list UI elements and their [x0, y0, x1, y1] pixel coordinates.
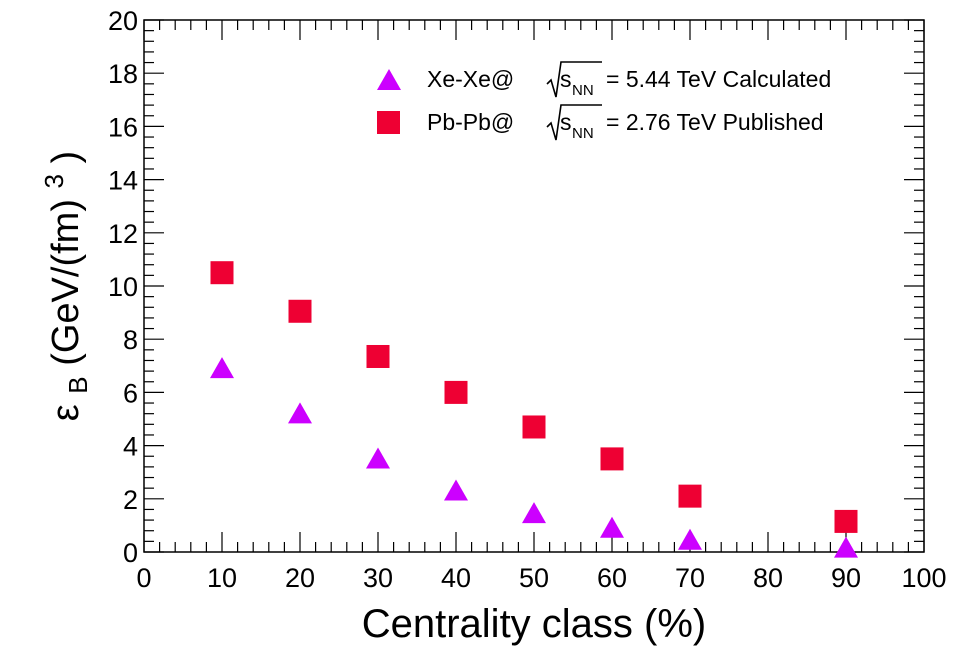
x-tick-label: 90 [831, 563, 861, 593]
legend-marker-pbpb [377, 111, 400, 134]
data-point-xexe [366, 447, 390, 469]
tick-labels: 0 10 20 30 40 50 60 70 80 90 100 0 2 4 6 8 10 12 14 16 18 20 [108, 6, 947, 593]
data-point-xexe [678, 528, 702, 550]
data-point-pbpb [210, 261, 234, 285]
legend: Xe-Xe@ s NN = 5.44 TeV Calculated Pb-Pb@… [377, 61, 831, 142]
y-axis-title: ε B (GeV/(fm) 3 ) [30, 151, 96, 421]
data-point-pbpb [444, 380, 468, 404]
legend-sub-pbpb: NN [572, 125, 594, 142]
x-tick-label: 60 [597, 563, 627, 593]
data-point-pbpb [366, 344, 390, 368]
data-point-xexe [522, 502, 546, 524]
axis-ticks [143, 19, 925, 553]
legend-sqrt-icon-xexe [546, 61, 602, 98]
y-tick-label: 20 [108, 6, 138, 36]
data-points [210, 261, 858, 558]
data-point-pbpb [522, 415, 546, 439]
x-tick-label: 40 [441, 563, 471, 593]
x-tick-label: 10 [207, 563, 237, 593]
data-point-pbpb [600, 447, 624, 471]
legend-sqrt-icon-pbpb [546, 104, 602, 141]
y-tick-label: 18 [108, 59, 138, 89]
data-point-pbpb [834, 509, 858, 533]
data-point-xexe [210, 357, 234, 379]
y-tick-label: 8 [123, 325, 138, 355]
legend-marker-xexe [377, 69, 401, 90]
data-point-xexe [288, 402, 312, 424]
legend-s-xexe: s [560, 66, 572, 92]
legend-energy-xexe: = 5.44 TeV Calculated [606, 66, 831, 92]
x-tick-label: 100 [901, 563, 946, 593]
y-axis-power: 3 [39, 174, 69, 188]
y-tick-label: 2 [123, 485, 138, 515]
x-tick-label: 20 [285, 563, 315, 593]
x-tick-label: 70 [675, 563, 705, 593]
y-axis-subscript: B [63, 376, 93, 393]
x-tick-label: 50 [519, 563, 549, 593]
y-axis-units-close: ) [45, 151, 87, 164]
legend-sub-xexe: NN [572, 82, 594, 99]
y-axis-symbol: ε [45, 404, 87, 421]
legend-energy-pbpb: = 2.76 TeV Published [606, 109, 824, 135]
y-axis-units-open: (GeV/(fm) [45, 199, 87, 366]
x-axis-title: Centrality class (%) [362, 602, 707, 646]
data-point-pbpb [678, 484, 702, 508]
x-tick-label: 80 [753, 563, 783, 593]
y-tick-label: 6 [123, 378, 138, 408]
y-tick-label: 16 [108, 112, 138, 142]
x-tick-label: 30 [363, 563, 393, 593]
plot-frame [143, 19, 925, 553]
legend-s-pbpb: s [560, 109, 572, 135]
data-point-pbpb [288, 299, 312, 323]
data-point-xexe [444, 479, 468, 501]
y-tick-label: 0 [123, 538, 138, 568]
y-tick-label: 10 [108, 272, 138, 302]
y-tick-label: 4 [123, 432, 138, 462]
y-tick-label: 14 [108, 166, 138, 196]
legend-label-pbpb: Pb-Pb@ [427, 109, 514, 135]
x-tick-label: 0 [136, 563, 151, 593]
legend-label-xexe: Xe-Xe@ [427, 66, 514, 92]
data-point-xexe [834, 536, 858, 558]
data-point-xexe [600, 516, 624, 538]
y-tick-label: 12 [108, 219, 138, 249]
